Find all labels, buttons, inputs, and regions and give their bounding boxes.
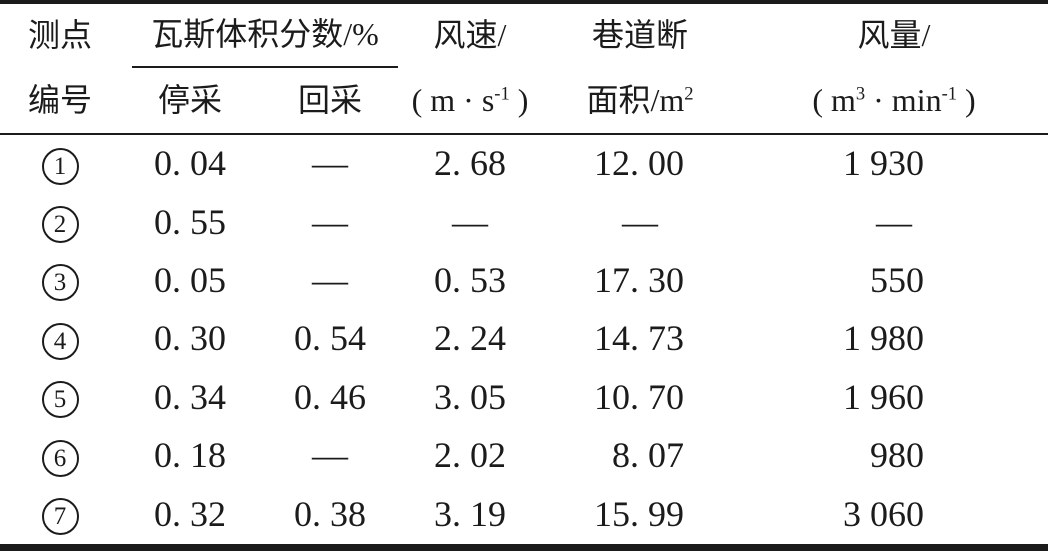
header-roadway-area-unit: 面积/m2 [586, 81, 694, 118]
table-header: 测点 编号 瓦斯体积分数/% 风速/ ( m · s-1 ) 巷道断 面积/m2 [0, 2, 1048, 134]
table-row: 1 0. 04 — 2. 68 12. 00 1 930 [0, 132, 1048, 194]
cell-roadway-area: 15. 99 [594, 493, 684, 534]
circled-number-badge: 3 [41, 264, 79, 302]
header-wind-speed: 风速/ ( m · s-1 ) [400, 2, 540, 134]
header-gas-stop: 停采 [157, 81, 222, 118]
cell-air-volume: 1 960 [843, 376, 924, 417]
cell-gas-stop: 0. 05 [154, 260, 226, 301]
cell-gas-stop: 0. 55 [154, 201, 226, 242]
cell-gas-extract: — [312, 201, 348, 242]
cell-gas-extract: 0. 54 [294, 318, 366, 359]
table-row: 4 0. 30 0. 54 2. 24 14. 73 1 980 [0, 310, 1048, 368]
cell-point-number: 1 [0, 132, 120, 194]
cell-point-number: 2 [0, 193, 120, 251]
cell-wind-speed: 2. 24 [434, 318, 506, 359]
cell-point-number: 7 [0, 485, 120, 547]
header-air-volume-unit: ( m3 · min-1 ) [812, 81, 976, 118]
header-wind-speed-label: 风速/ [433, 17, 507, 54]
cell-gas-stop: 0. 30 [154, 318, 226, 359]
cell-roadway-area: — [622, 201, 658, 242]
table-body: 1 0. 04 — 2. 68 12. 00 1 930 2 0. 55 — —… [0, 132, 1048, 547]
cell-wind-speed: 3. 19 [434, 493, 506, 534]
cell-roadway-area: 10. 70 [594, 376, 684, 417]
cell-air-volume: 1 930 [740, 132, 1048, 194]
circled-number-badge: 6 [41, 439, 79, 477]
cell-gas-extract: 0. 38 [294, 493, 366, 534]
cell-air-volume: 1 980 [843, 318, 924, 359]
header-roadway-area-line1: 巷道断 [591, 17, 688, 54]
circled-number-badge: 2 [41, 206, 79, 244]
cell-air-volume: 550 [870, 260, 924, 301]
header-point-number: 测点 编号 [0, 2, 120, 134]
cell-roadway-area: 14. 73 [594, 318, 684, 359]
cell-wind-speed: 2. 02 [434, 435, 506, 476]
cell-air-volume: 980 [870, 435, 924, 476]
header-air-volume: 风量/ ( m3 · min-1 ) [740, 2, 1048, 134]
header-point-line2: 编号 [27, 81, 92, 118]
header-air-volume-label: 风量/ [857, 17, 931, 54]
header-roadway-area: 巷道断 面积/m2 [540, 2, 740, 134]
header-gas-group-label: 瓦斯体积分数/% [151, 16, 379, 53]
cell-gas-extract: — [312, 260, 348, 301]
cell-wind-speed: 0. 53 [434, 260, 506, 301]
circled-number-badge: 7 [41, 498, 79, 536]
cell-point-number: 5 [0, 369, 120, 427]
cell-gas-extract: — [312, 435, 348, 476]
circled-number-badge: 4 [41, 322, 79, 360]
cell-roadway-area: 8. 07 [612, 435, 684, 476]
table-row: 7 0. 32 0. 38 3. 19 15. 99 3 060 [0, 485, 1048, 547]
cell-gas-extract: — [260, 132, 400, 194]
cell-roadway-area: 17. 30 [594, 260, 684, 301]
cell-point-number: 6 [0, 427, 120, 485]
cell-gas-stop: 0. 34 [154, 376, 226, 417]
table-row: 2 0. 55 — — — — [0, 193, 1048, 251]
cell-point-number: 4 [0, 310, 120, 368]
header-gas-extract: 回采 [297, 81, 362, 118]
table-row: 6 0. 18 — 2. 02 8. 07 980 [0, 427, 1048, 485]
cell-air-volume: 3 060 [843, 493, 924, 534]
header-wind-speed-unit: ( m · s-1 ) [411, 81, 529, 118]
cell-gas-stop: 0. 04 [120, 132, 260, 194]
table-row: 5 0. 34 0. 46 3. 05 10. 70 1 960 [0, 369, 1048, 427]
cell-wind-speed: — [452, 201, 488, 242]
table-row: 3 0. 05 — 0. 53 17. 30 550 [0, 252, 1048, 310]
cell-air-volume: — [876, 201, 912, 242]
circled-number-badge: 5 [41, 381, 79, 419]
cell-gas-stop: 0. 18 [154, 435, 226, 476]
cell-wind-speed: 2. 68 [400, 132, 540, 194]
header-point-line1: 测点 [27, 17, 92, 54]
cell-gas-stop: 0. 32 [154, 493, 226, 534]
cell-point-number: 3 [0, 252, 120, 310]
cell-wind-speed: 3. 05 [434, 376, 506, 417]
circled-number-badge: 1 [41, 147, 79, 185]
cell-roadway-area: 12. 00 [540, 132, 740, 194]
cell-gas-extract: 0. 46 [294, 376, 366, 417]
header-gas-group: 瓦斯体积分数/% [120, 2, 400, 68]
